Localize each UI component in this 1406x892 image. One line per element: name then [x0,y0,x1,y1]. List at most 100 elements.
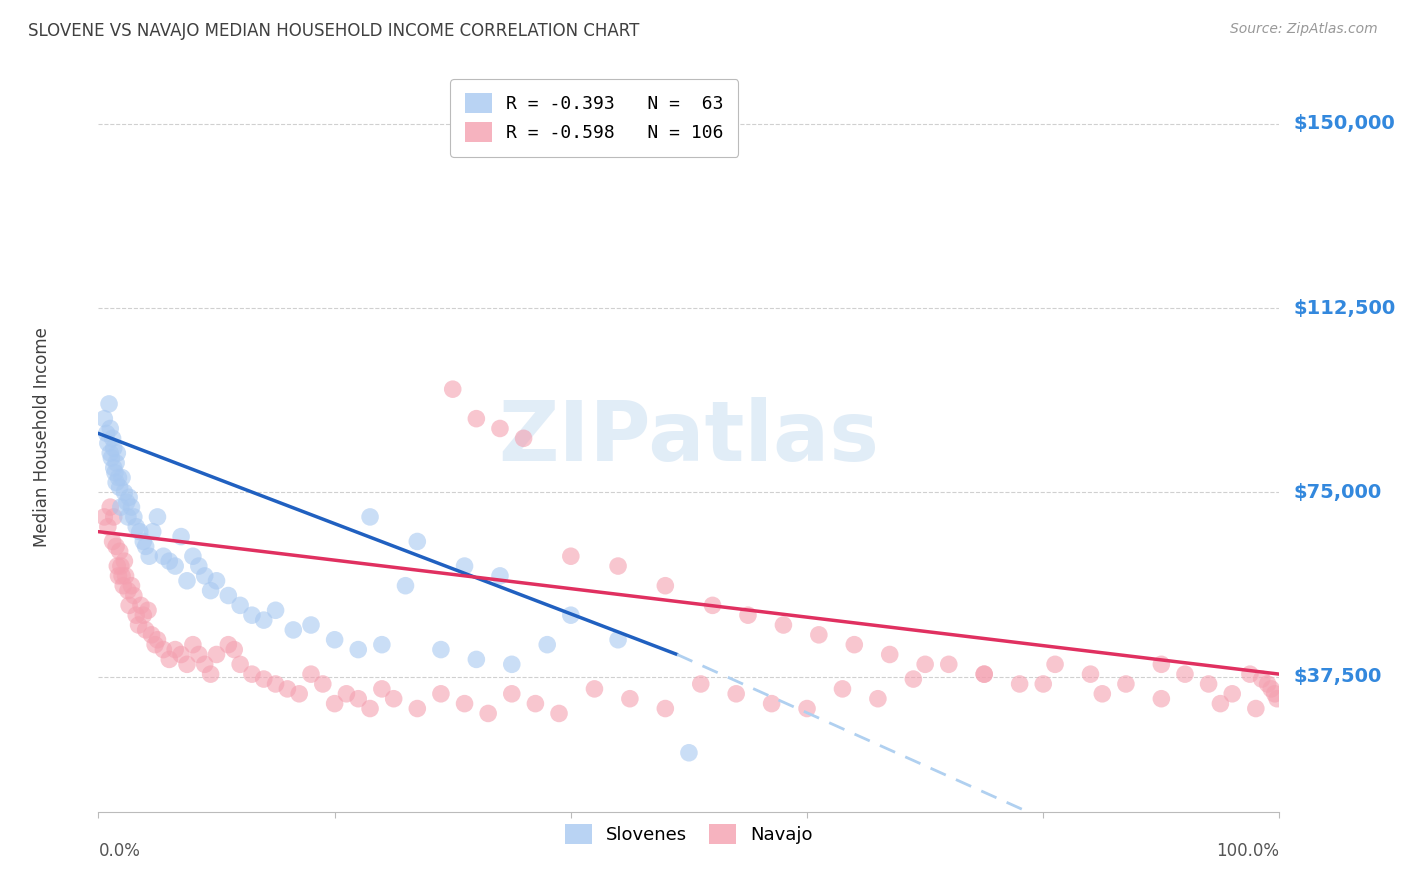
Point [371,681,394,696]
Point [105,559,128,574]
Point [1239,667,1261,681]
Point [132,608,155,623]
Point [240,667,263,681]
Text: Source: ZipAtlas.com: Source: ZipAtlas.com [1230,22,1378,37]
Point [1091,687,1114,701]
Point [157,652,180,666]
Point [111,569,134,583]
Point [512,431,534,445]
Point [654,579,676,593]
Point [101,534,124,549]
Point [200,667,222,681]
Point [288,687,311,701]
Point [170,530,193,544]
Point [117,583,139,598]
Point [122,589,145,603]
Point [176,574,198,588]
Point [205,574,228,588]
Point [678,746,700,760]
Point [104,466,127,480]
Point [108,480,131,494]
Point [97,436,120,450]
Point [1265,691,1288,706]
Point [108,544,131,558]
Point [181,549,204,564]
Point [1198,677,1220,691]
Point [1150,691,1173,706]
Text: $150,000: $150,000 [1294,114,1395,134]
Point [607,559,630,574]
Legend: Slovenes, Navajo: Slovenes, Navajo [558,817,820,851]
Point [217,638,239,652]
Point [1209,697,1232,711]
Point [135,540,157,554]
Point [689,677,711,691]
Point [114,569,136,583]
Point [253,613,276,627]
Point [1032,677,1054,691]
Text: $112,500: $112,500 [1294,299,1396,318]
Point [323,632,346,647]
Point [465,652,488,666]
Point [100,450,122,465]
Point [117,510,139,524]
Point [283,623,305,637]
Point [725,687,748,701]
Point [93,510,115,524]
Point [807,628,830,642]
Point [371,638,394,652]
Point [347,691,370,706]
Point [477,706,499,721]
Point [1264,687,1286,701]
Point [138,549,160,564]
Point [142,524,165,539]
Point [453,559,475,574]
Point [347,642,370,657]
Point [157,554,180,568]
Text: $75,000: $75,000 [1294,483,1382,502]
Point [103,441,125,455]
Point [98,397,121,411]
Y-axis label: Median Household Income: Median Household Income [34,327,51,547]
Point [112,579,135,593]
Point [938,657,960,672]
Point [607,632,630,647]
Point [501,657,523,672]
Point [761,697,783,711]
Point [105,475,128,490]
Point [107,470,129,484]
Point [170,648,193,662]
Point [111,470,134,484]
Point [141,628,163,642]
Point [430,642,453,657]
Point [1220,687,1243,701]
Point [101,431,124,445]
Point [489,569,512,583]
Point [96,426,118,441]
Point [312,677,335,691]
Text: $37,500: $37,500 [1294,667,1382,686]
Point [441,382,464,396]
Point [229,599,252,613]
Point [1250,672,1272,686]
Point [205,648,228,662]
Point [129,599,152,613]
Point [737,608,759,623]
Point [394,579,416,593]
Point [276,681,298,696]
Point [98,446,121,460]
Point [229,657,252,672]
Point [973,667,995,681]
Point [200,583,222,598]
Point [560,608,582,623]
Point [146,510,169,524]
Point [453,697,475,711]
Point [194,657,217,672]
Point [323,697,346,711]
Point [831,681,853,696]
Point [1244,701,1267,715]
Point [187,648,209,662]
Point [299,667,322,681]
Point [121,579,143,593]
Point [465,411,488,425]
